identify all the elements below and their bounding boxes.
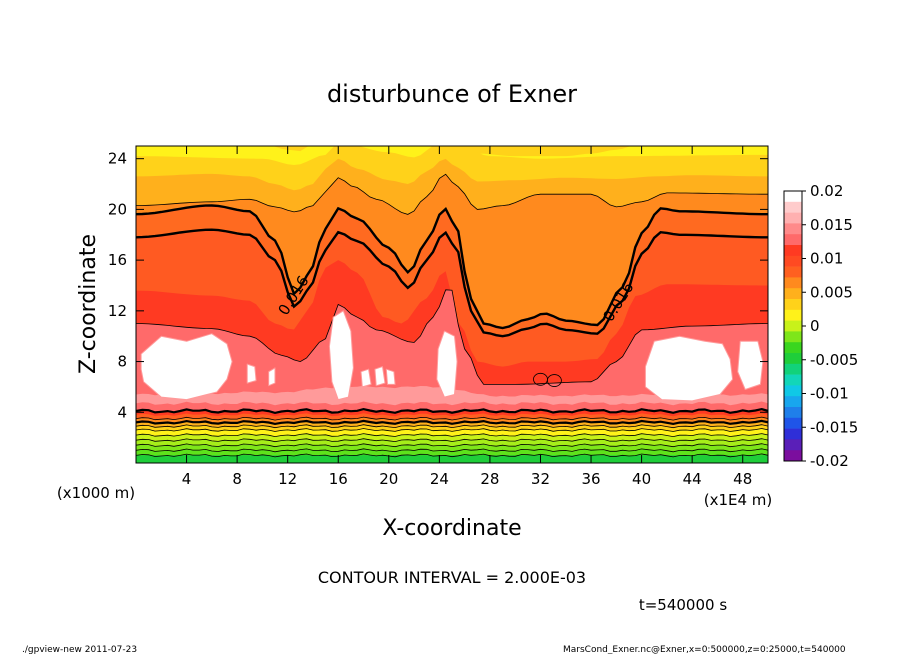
contour-line (546, 374, 562, 387)
x-axis-label: X-coordinate (382, 516, 521, 541)
x-tick-label: 40 (632, 470, 651, 488)
contour-line (136, 428, 768, 432)
colorbar-swatch (784, 234, 802, 246)
colorbar-tick-label: -0.015 (810, 418, 858, 436)
colorbar-swatch (784, 385, 802, 397)
contour-interval-label: CONTOUR INTERVAL = 2.000E-03 (318, 568, 586, 587)
x-tick-label: 48 (733, 470, 752, 488)
y-axis: 4 8 12 16 20 24 (108, 150, 768, 421)
colorbar-tick-label: 0.02 (810, 182, 843, 200)
colorbar-swatch (784, 439, 802, 451)
x-unit-left: (x1000 m) (57, 484, 135, 502)
colorbar-swatch (784, 417, 802, 429)
colorbar-swatch (784, 255, 802, 267)
white-region (360, 368, 372, 388)
white-region (246, 363, 257, 384)
colorbar-swatch (784, 428, 802, 440)
colorbar-swatch (784, 201, 802, 213)
white-region (374, 366, 386, 387)
y-tick-label: 24 (108, 150, 127, 168)
chart-title: disturbunce of Exner (327, 80, 577, 108)
colorbar-swatch (784, 299, 802, 311)
colorbar-tick-label: -0.02 (810, 452, 849, 470)
colorbar-swatch (784, 342, 802, 354)
colorbar-swatch (784, 320, 802, 332)
colorbar: 0.02 0.015 0.01 0.005 0 -0.005 -0.01 -0.015 -0.0… (783, 182, 858, 470)
x-tick-label: 44 (683, 470, 702, 488)
white-region (328, 310, 354, 401)
contour-line (136, 419, 768, 426)
contour-line (136, 173, 768, 215)
white-region (737, 340, 764, 390)
colorbar-swatch (784, 277, 802, 289)
colorbar-swatch (784, 450, 802, 462)
plot-frame (135, 145, 769, 464)
x-unit-right: (x1E4 m) (704, 491, 773, 509)
colorbar-tick-label: 0.015 (810, 216, 853, 234)
colorbar-tick-label: 0.005 (810, 283, 853, 301)
y-tick-label: 16 (108, 251, 127, 269)
colorbar-tick-label: 0 (810, 317, 820, 335)
contour-line (136, 438, 768, 443)
x-tick-label: 36 (581, 470, 600, 488)
white-region (436, 330, 458, 398)
white-region (385, 368, 396, 385)
colorbar-swatch (784, 353, 802, 365)
colorbar-swatch (784, 223, 802, 235)
colorbar-swatch (784, 309, 802, 321)
x-tick-label: 16 (329, 470, 348, 488)
colorbar-tick-label: -0.01 (810, 385, 849, 403)
y-tick-label: 8 (117, 353, 127, 371)
contour-line (136, 433, 768, 438)
footer-right: MarsCond_Exner.nc@Exner,x=0:500000,z=0:2… (563, 645, 846, 654)
contour-lines (136, 173, 768, 458)
white-region (268, 367, 276, 387)
y-axis-label: Z-coordinate (76, 234, 101, 374)
colorbar-swatch (784, 331, 802, 343)
colorbar-swatch (784, 407, 802, 419)
colorbar-swatch (784, 191, 802, 203)
colorbar-tick-label: 0.01 (810, 250, 843, 268)
contour-line (136, 453, 768, 458)
x-tick-label: 32 (531, 470, 550, 488)
y-tick-label: 4 (117, 403, 127, 421)
colorbar-swatch (784, 363, 802, 375)
x-axis: 4 8 12 16 20 24 28 32 36 40 44 48 (182, 146, 752, 488)
time-label: t=540000 s (639, 596, 727, 614)
contour-band (136, 455, 768, 463)
contour-line (136, 448, 768, 453)
x-tick-label: 8 (232, 470, 242, 488)
colorbar-swatch (784, 266, 802, 278)
contour-line (136, 289, 768, 385)
plot-area: 0.016 0.016 (136, 146, 768, 463)
colorbar-swatch (784, 245, 802, 257)
x-tick-label: 12 (278, 470, 297, 488)
y-tick-label: 20 (108, 200, 127, 218)
colorbar-swatch (784, 374, 802, 386)
contour-line (136, 204, 768, 330)
white-region (644, 335, 734, 402)
colorbar-swatch (784, 396, 802, 408)
contour-line (136, 424, 768, 429)
x-tick-label: 24 (430, 470, 449, 488)
footer-left: ./gpview-new 2011-07-23 (22, 645, 137, 654)
x-tick-label: 28 (480, 470, 499, 488)
y-tick-label: 12 (108, 302, 127, 320)
contour-line (136, 443, 768, 448)
contour-line (136, 228, 768, 338)
x-tick-label: 4 (182, 470, 192, 488)
colorbar-swatch (784, 288, 802, 300)
contour-line (136, 407, 768, 415)
white-region (140, 333, 233, 401)
contour-fill-bands (136, 146, 768, 463)
colorbar-tick-label: -0.005 (810, 351, 858, 369)
colorbar-swatch (784, 212, 802, 224)
high-value-regions (140, 310, 764, 402)
x-tick-label: 20 (379, 470, 398, 488)
contour-line (136, 416, 768, 421)
